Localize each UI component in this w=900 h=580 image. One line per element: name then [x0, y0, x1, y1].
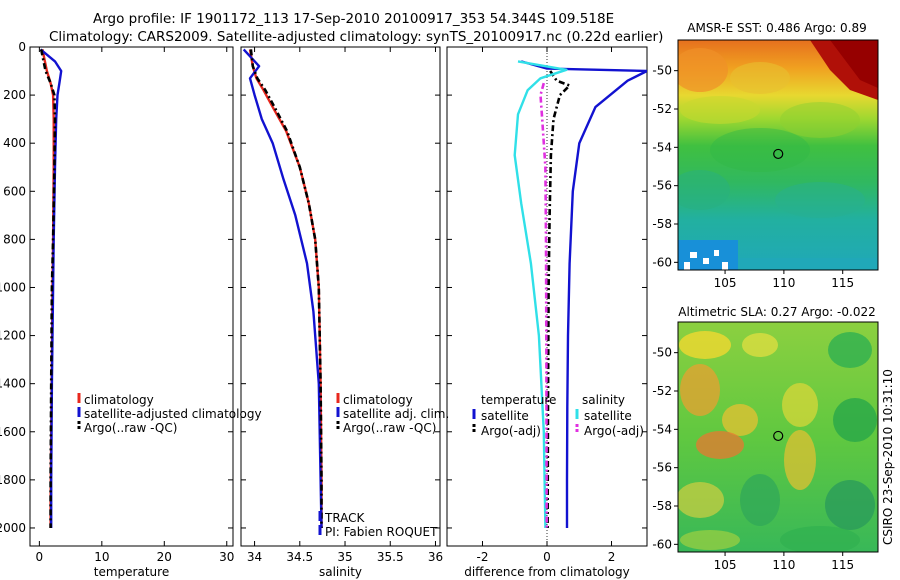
sst_map-xtick-label: 110 [772, 276, 795, 290]
depth-tick-label: 200 [3, 88, 26, 102]
sst_map-ytick-label: -56 [652, 179, 672, 193]
depth-tick-label: 2000 [0, 521, 26, 535]
temperature-xlabel: temperature [94, 565, 169, 579]
sst-map-title: AMSR-E SST: 0.486 Argo: 0.89 [687, 21, 867, 35]
salinity-xtick-label: 36 [428, 550, 443, 564]
sla_map-ytick-label: -54 [652, 422, 672, 436]
sla_map-xtick-label: 110 [772, 558, 795, 572]
sst_map-ytick-label: -50 [652, 64, 672, 78]
difference-series-temperature-satellite [520, 60, 647, 528]
sst_map-xtick-label: 115 [831, 276, 854, 290]
salinity-series-group [242, 48, 323, 529]
difference-series-temperature-argo-adj- [546, 70, 571, 529]
sla-heatmap [678, 322, 878, 552]
salinity-profile-panel: 34 34.5 35 35.5 36 salinity climatologysatelli… [240, 46, 449, 579]
depth-tick-label: 1800 [0, 473, 26, 487]
sla-map-panel: Altimetric SLA: 0.27 Argo: -0.022 105 110… [652, 305, 879, 572]
temperature-legend-label: climatology [84, 393, 154, 407]
sla_map-ytick-label: -56 [652, 461, 672, 475]
figure-title-line2: Climatology: CARS2009. Satellite-adjuste… [49, 29, 663, 45]
difference-series-salinity-argo-adj- [539, 82, 549, 529]
temperature-legend-label: Argo(..raw -QC) [84, 421, 177, 435]
sst-map-frame [677, 39, 879, 271]
salinity-series-argo-raw-qc- [249, 49, 323, 528]
salinity-annotation: TRACK [324, 511, 366, 525]
temperature-axes-frame [29, 46, 234, 547]
difference-legend-label: Argo(-adj) [584, 424, 644, 438]
depth-tick-label: 1000 [0, 280, 26, 294]
salinity-xtick-label: 34.5 [286, 550, 313, 564]
difference-legend-temperature-title: temperature [481, 393, 556, 407]
depth-tick-label: 800 [3, 232, 26, 246]
salinity-xtick-label: 35 [337, 550, 352, 564]
figure-title-line1: Argo profile: IF 1901172_113 17-Sep-2010… [93, 11, 614, 27]
sla_map-ytick-label: -60 [652, 537, 672, 551]
depth-tick-label: 400 [3, 136, 26, 150]
temperature-series-argo-raw-qc- [39, 49, 57, 528]
sst_map-xtick-label: 105 [714, 276, 737, 290]
difference-xtick-label: 0 [543, 550, 551, 564]
sla_map-ytick-label: -50 [652, 346, 672, 360]
sla_map-xtick-label: 105 [714, 558, 737, 572]
depth-tick-label: 600 [3, 184, 26, 198]
side-timestamp-label: CSIRO 23-Sep-2010 10:31:10 [881, 369, 895, 545]
salinity-legend-label: Argo(..raw -QC) [343, 421, 436, 435]
temperature-profile-panel: 0 10 20 30 temperature 0 200 400 600 800 1000 1200 1… [0, 40, 262, 579]
depth-tick-label: 1600 [0, 425, 26, 439]
salinity-annotation: PI: Fabien ROQUET [325, 525, 438, 539]
sst_map-ytick-label: -54 [652, 140, 672, 154]
difference-legend-label: Argo(-adj) [481, 424, 541, 438]
salinity-legend-label: satellite adj. clim. [343, 407, 449, 421]
salinity-legend-label: climatology [343, 393, 413, 407]
sla_map-xtick-label: 115 [831, 558, 854, 572]
salinity-series-satellite-adj-clim- [242, 48, 323, 529]
difference-xtick-label: 2 [608, 550, 616, 564]
sla_map-argo-marker [773, 430, 784, 442]
difference-series-group [513, 60, 647, 529]
sst_map-ytick-label: -60 [652, 255, 672, 269]
depth-tick-label: 1200 [0, 329, 26, 343]
sst_map-argo-marker [773, 148, 784, 160]
sst_map-ytick-label: -52 [652, 102, 672, 116]
sla_map-ytick-label: -58 [652, 499, 672, 513]
temperature-xtick-label: 0 [36, 550, 44, 564]
sst_map-ytick-label: -58 [652, 217, 672, 231]
temperature-xtick-label: 10 [94, 550, 109, 564]
difference-series-salinity-satellite [513, 60, 568, 529]
difference-xlabel: difference from climatology [464, 565, 630, 579]
sst-map-panel: AMSR-E SST: 0.486 Argo: 0.89 105 110 115 -5… [652, 21, 879, 290]
sla_map-ytick-label: -52 [652, 384, 672, 398]
salinity-axes-frame [240, 46, 441, 547]
difference-legend-salinity-title: salinity [582, 393, 625, 407]
sst-heatmap [678, 40, 878, 270]
depth-tick-label: 1400 [0, 377, 26, 391]
temperature-series-group [39, 48, 63, 528]
temperature-xtick-label: 20 [157, 550, 172, 564]
salinity-xlabel: salinity [319, 565, 362, 579]
difference-xtick-label: -2 [476, 550, 488, 564]
difference-legend-label: satellite [481, 409, 529, 423]
sla-map-title: Altimetric SLA: 0.27 Argo: -0.022 [678, 305, 875, 319]
difference-legend-label: satellite [584, 409, 632, 423]
temperature-xtick-label: 30 [219, 550, 234, 564]
sla-map-frame [677, 321, 879, 553]
salinity-xtick-label: 34 [247, 550, 262, 564]
temperature-legend-label: satellite-adjusted climatology [84, 407, 262, 421]
depth-tick-label: 0 [18, 40, 26, 54]
salinity-xtick-label: 35.5 [377, 550, 404, 564]
